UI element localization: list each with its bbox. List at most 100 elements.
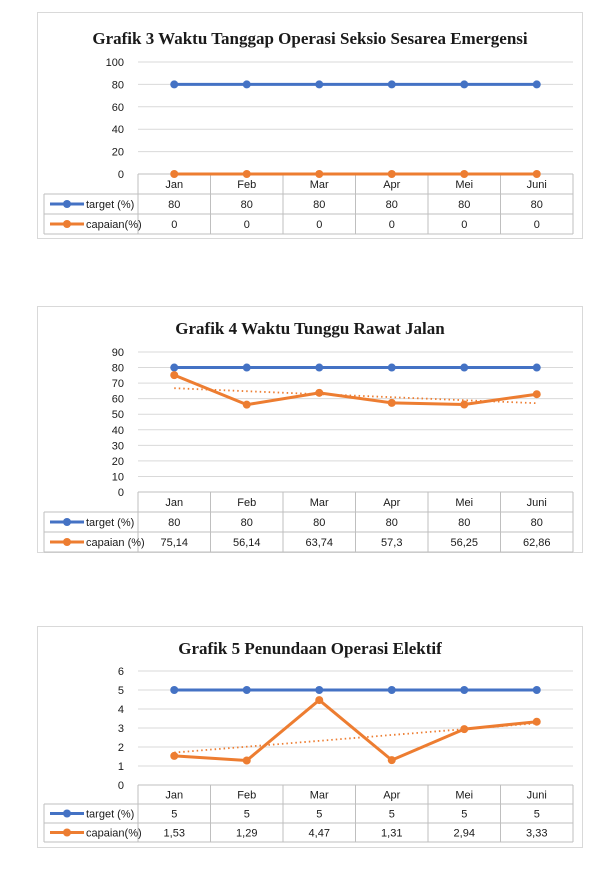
y-tick-label: 0 — [118, 169, 124, 181]
y-tick-label: 50 — [112, 409, 124, 421]
data-point — [170, 371, 179, 380]
y-tick-label: 5 — [118, 685, 124, 697]
data-point — [242, 756, 251, 765]
data-point — [242, 363, 251, 372]
x-category-label: Juni — [527, 179, 547, 191]
chart-title: Grafik 5 Penundaan Operasi Elektif — [178, 639, 442, 658]
table-value: 5 — [171, 809, 177, 821]
data-point — [315, 696, 324, 705]
data-point — [170, 686, 179, 694]
data-point — [170, 751, 179, 760]
legend-label: capaian(%) — [86, 828, 142, 840]
table-value: 80 — [531, 517, 543, 529]
data-point — [532, 390, 541, 399]
data-point — [532, 717, 541, 726]
y-tick-label: 6 — [118, 666, 124, 678]
data-point — [387, 80, 396, 89]
y-tick-label: 80 — [112, 79, 124, 91]
data-point — [460, 400, 469, 409]
legend-marker — [63, 809, 71, 818]
table-value: 5 — [534, 809, 540, 821]
table-value: 5 — [316, 809, 322, 821]
data-point — [460, 363, 469, 372]
y-tick-label: 40 — [112, 425, 124, 437]
table-value: 5 — [244, 809, 250, 821]
table-value: 5 — [461, 809, 467, 821]
y-tick-label: 1 — [118, 761, 124, 773]
table-value: 75,14 — [160, 537, 188, 549]
legend-marker — [63, 200, 71, 208]
table-value: 80 — [241, 199, 253, 211]
y-tick-label: 60 — [112, 102, 124, 114]
y-tick-label: 40 — [112, 124, 124, 136]
y-tick-label: 4 — [118, 704, 124, 716]
table-value: 5 — [389, 809, 395, 821]
x-category-label: Feb — [237, 179, 256, 191]
table-value: 0 — [461, 219, 467, 231]
chart-5-plot: 0 1 2 3 4 5 6 Jan Feb Mar Apr Mei Juni target (%) 5 5 5 5… — [43, 666, 574, 843]
table-value: 80 — [313, 199, 325, 211]
legend-marker — [63, 518, 71, 526]
x-category-label: Juni — [527, 790, 547, 802]
data-point — [315, 170, 324, 178]
data-point — [460, 686, 469, 694]
table-value: 56,25 — [450, 537, 478, 549]
x-category-label: Jan — [165, 179, 183, 191]
chart-3-plot: 0 20 40 60 80 100 Jan Feb Mar Apr Mei Juni target (%… — [43, 57, 574, 235]
legend-label: capaian (%) — [86, 537, 145, 549]
y-tick-label: 0 — [118, 487, 124, 499]
data-table — [43, 784, 574, 843]
x-category-label: Jan — [165, 790, 183, 802]
trendline — [174, 387, 537, 405]
table-value: 0 — [171, 219, 177, 231]
table-value: 80 — [386, 199, 398, 211]
data-point — [387, 686, 396, 694]
data-point — [242, 80, 251, 89]
y-tick-label: 20 — [112, 456, 124, 468]
table-value: 80 — [313, 517, 325, 529]
chart-title: Grafik 3 Waktu Tanggap Operasi Seksio Se… — [92, 29, 528, 48]
table-value: 3,33 — [526, 828, 547, 840]
x-category-label: Mei — [455, 790, 473, 802]
table-value: 1,31 — [381, 828, 402, 840]
data-point — [460, 170, 469, 178]
data-point — [532, 686, 541, 694]
x-category-label: Apr — [383, 790, 400, 802]
legend-label: target (%) — [86, 517, 134, 529]
chart-4-plot: 0 10 20 30 40 50 60 70 80 90 Jan Feb Mar Apr Mei Juni ta… — [43, 347, 574, 553]
table-value: 80 — [168, 517, 180, 529]
data-point — [170, 170, 179, 178]
table-value: 80 — [458, 199, 470, 211]
data-point — [315, 363, 324, 372]
chart-panel-4: Grafik 4 Waktu Tunggu Rawat Jalan 0 10 20 3… — [37, 306, 583, 553]
data-table — [43, 491, 574, 553]
legend-label: target (%) — [86, 199, 134, 211]
x-category-label: Jan — [165, 497, 183, 509]
data-point — [242, 170, 251, 178]
table-value: 0 — [316, 219, 322, 231]
data-point — [460, 80, 469, 89]
series-line — [174, 698, 537, 762]
series-line — [173, 373, 537, 407]
table-value: 80 — [168, 199, 180, 211]
data-point — [387, 756, 396, 765]
y-tick-label: 80 — [112, 363, 124, 375]
x-category-label: Mar — [310, 497, 329, 509]
table-value: 80 — [386, 517, 398, 529]
table-value: 62,86 — [523, 537, 551, 549]
x-category-label: Juni — [527, 497, 547, 509]
data-point — [315, 80, 324, 89]
y-tick-label: 3 — [118, 723, 124, 735]
chart-title: Grafik 4 Waktu Tunggu Rawat Jalan — [175, 319, 445, 338]
data-point — [315, 686, 324, 694]
x-category-label: Feb — [237, 790, 256, 802]
legend-label: target (%) — [86, 809, 134, 821]
y-tick-label: 2 — [118, 742, 124, 754]
table-value: 0 — [244, 219, 250, 231]
data-point — [315, 388, 324, 397]
x-category-label: Mei — [455, 179, 473, 191]
chart-panel-5: Grafik 5 Penundaan Operasi Elektif 0 1 2 3 4… — [37, 626, 583, 848]
y-tick-label: 90 — [112, 347, 124, 359]
table-value: 56,14 — [233, 537, 261, 549]
table-value: 1,29 — [236, 828, 257, 840]
